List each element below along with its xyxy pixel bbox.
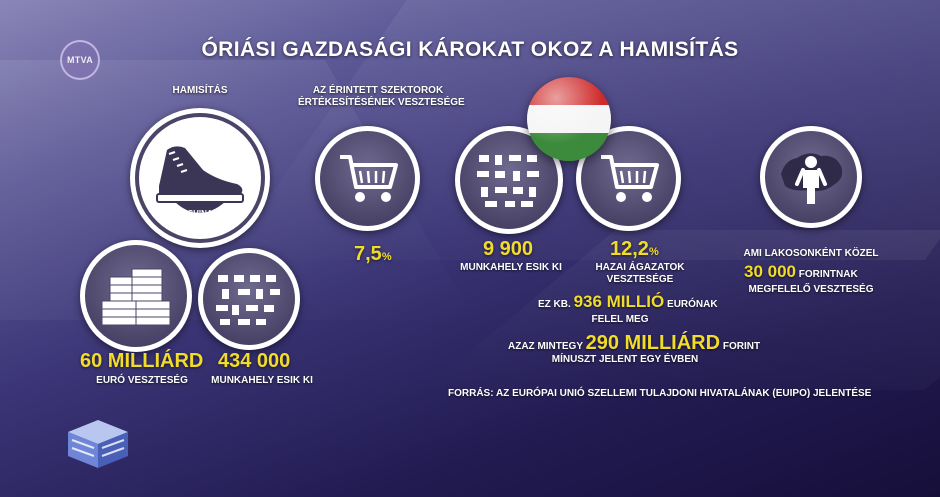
shopping-cart-icon [339, 154, 398, 202]
hu-jobs-caption: MUNKAHELY ESIK KI [460, 262, 562, 273]
hungarian-flag [527, 77, 611, 161]
eu-loss-value: 60 MILLIÁRD [80, 350, 204, 372]
eu-jobs-caption: MUNKAHELY ESIK KI [211, 375, 313, 386]
hu-sector-caption-line2: VESZTESÉGE [606, 274, 674, 285]
eu-jobs-value: 434 000 [218, 350, 291, 372]
sector-caption-line1: AZ ÉRINTETT SZEKTOROK [312, 85, 444, 96]
program-cube-logo [68, 420, 128, 468]
per-capita-value-line: 30 000 FORINTNAK [744, 262, 858, 281]
infographic-title: ÓRIÁSI GAZDASÁGI KÁROKAT OKOZ A HAMISÍTÁ… [201, 38, 739, 61]
sector-loss-value: 7,5% [354, 243, 392, 265]
hu-eur-equivalent: EZ KB. 936 MILLIÓ EURÓNAK [538, 292, 718, 311]
hu-huf-equivalent: AZAZ MINTEGY 290 MILLIÁRD FORINT [508, 332, 761, 354]
hu-huf-line2: MÍNUSZT JELENT EGY ÉVBEN [551, 354, 699, 365]
money-circle [80, 240, 192, 352]
per-capita-line3: MEGFELELŐ VESZTESÉG [748, 284, 874, 295]
hu-sector-caption-line1: HAZAI ÁGAZATOK [595, 262, 685, 273]
per-capita-line1: AMI LAKOSONKÉNT KÖZEL [743, 248, 879, 259]
source-note: FORRÁS: AZ EURÓPAI UNIÓ SZELLEMI TULAJDO… [448, 388, 872, 399]
workers-group-icon [477, 155, 539, 207]
shopping-cart-icon [600, 154, 659, 202]
made-in-china-tag: CHINA [187, 209, 213, 218]
money-stack-icon [101, 268, 171, 326]
hu-sector-loss-value: 12,2% [610, 238, 659, 260]
workers-circle [198, 248, 300, 350]
counterfeit-label: HAMISÍTÁS [172, 85, 228, 96]
per-capita-circle [760, 126, 862, 228]
eu-loss-caption: EURÓ VESZTESÉG [96, 375, 188, 386]
sector-caption-line2: ÉRTÉKESÍTÉSÉNEK VESZTESÉGE [298, 97, 465, 108]
shoe-circle: CHINA [130, 108, 270, 248]
hu-jobs-value: 9 900 [483, 238, 534, 260]
workers-group-icon [216, 275, 280, 325]
hu-cart-circle [576, 126, 681, 231]
sneaker-icon: CHINA [156, 146, 244, 218]
channel-logo: MTVA [60, 40, 100, 80]
hu-eur-line2: FELEL MEG [591, 314, 649, 325]
hungary-map-person-icon [781, 153, 843, 204]
sector-cart-circle [315, 126, 420, 231]
